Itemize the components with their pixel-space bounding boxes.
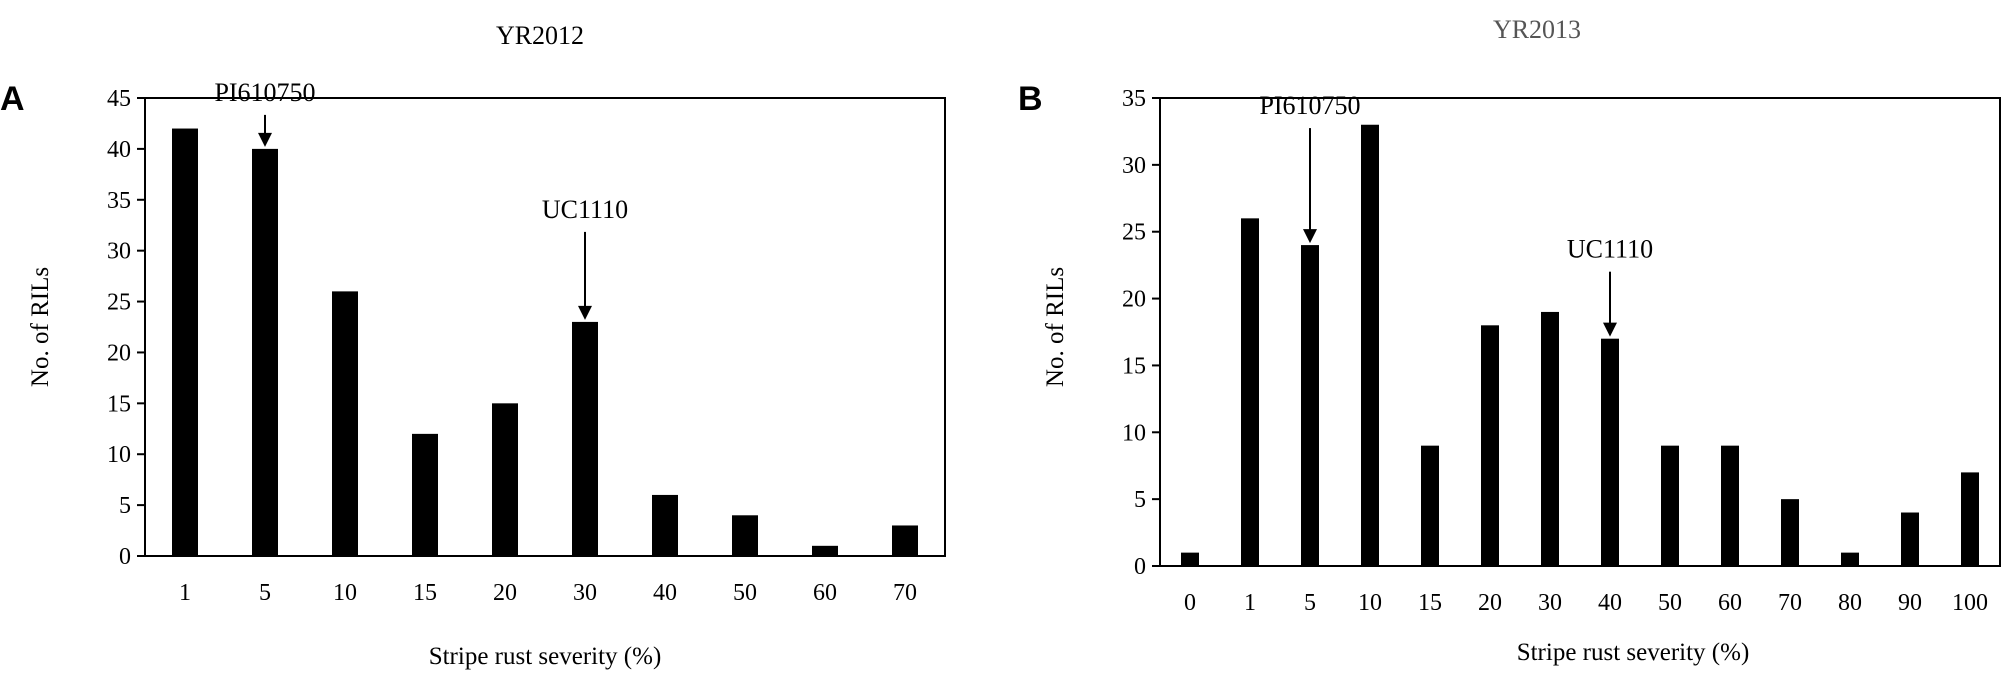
x-tick-label: 50 — [1658, 590, 1682, 616]
annotation-label: PI610750 — [214, 78, 315, 107]
panel-a-y-ticks: 0 5 10 15 20 25 30 35 40 45 — [107, 86, 145, 570]
panel-b-label: B — [1018, 80, 1043, 118]
bar — [1361, 124, 1379, 566]
y-tick-label: 25 — [1122, 220, 1146, 246]
annotation-arrow-head — [1303, 229, 1317, 244]
y-tick-label: 5 — [1134, 487, 1146, 513]
x-tick-label: 40 — [653, 580, 677, 606]
panel-b-bars — [1181, 124, 1979, 567]
panel-b-x-axis-label: Stripe rust severity (%) — [1517, 639, 1750, 666]
x-tick-label: 5 — [259, 580, 271, 606]
y-tick-label: 35 — [107, 188, 131, 214]
x-tick-label: 10 — [333, 580, 357, 606]
x-tick-label: 20 — [1478, 590, 1502, 616]
panel-a-x-tick-labels: 1 5 10 15 20 30 40 50 60 70 — [179, 580, 917, 606]
y-tick-label: 25 — [107, 290, 131, 316]
x-tick-label: 70 — [1778, 590, 1802, 616]
annotation-label: UC1110 — [1567, 235, 1653, 264]
x-tick-label: 30 — [1538, 590, 1562, 616]
x-tick-label: 1 — [1244, 590, 1256, 616]
annotation-arrow-head — [1603, 322, 1617, 337]
bar — [1661, 445, 1679, 566]
bar — [732, 515, 758, 556]
bar — [1421, 445, 1439, 566]
panel-a-title: YR2012 — [496, 21, 584, 50]
bar — [492, 403, 518, 556]
bar — [1601, 338, 1619, 566]
x-tick-label: 10 — [1358, 590, 1382, 616]
y-tick-label: 10 — [107, 442, 131, 468]
panel-b-x-tick-labels: 0 1 5 10 15 20 30 40 50 60 70 80 90 100 — [1184, 590, 1988, 616]
x-tick-label: 80 — [1838, 590, 1862, 616]
bar — [172, 128, 198, 557]
x-tick-label: 5 — [1304, 590, 1316, 616]
y-tick-label: 20 — [107, 340, 131, 366]
bar — [1481, 325, 1499, 566]
panel-a-annotations: PI610750 UC1110 — [214, 78, 628, 320]
y-tick-label: 45 — [107, 86, 131, 112]
y-tick-label: 15 — [1122, 353, 1146, 379]
annotation-label: PI610750 — [1259, 91, 1360, 120]
bar — [652, 494, 678, 556]
bar — [1301, 245, 1319, 567]
bar — [1541, 311, 1559, 566]
y-tick-label: 30 — [107, 239, 131, 265]
panel-b-plot-frame — [1159, 97, 2001, 567]
bar — [252, 148, 278, 556]
bar — [892, 525, 918, 556]
annotation-label: UC1110 — [542, 195, 628, 224]
bar — [332, 291, 358, 556]
y-tick-label: 0 — [119, 544, 131, 570]
panel-a-y-axis-label: No. of RILs — [27, 267, 54, 387]
panel-b-y-ticks: 0 5 10 15 20 25 30 35 — [1122, 86, 1160, 580]
panel-a-plot-frame — [144, 97, 946, 557]
y-tick-label: 40 — [107, 137, 131, 163]
y-tick-label: 10 — [1122, 420, 1146, 446]
x-tick-label: 15 — [1418, 590, 1442, 616]
y-tick-label: 0 — [1134, 554, 1146, 580]
panel-a-label: A — [0, 80, 25, 118]
y-tick-label: 5 — [119, 493, 131, 519]
y-tick-label: 15 — [107, 391, 131, 417]
x-tick-label: 90 — [1898, 590, 1922, 616]
x-tick-label: 30 — [573, 580, 597, 606]
panel-b-y-axis-label: No. of RILs — [1042, 267, 1069, 387]
panel-b-title: YR2013 — [1493, 15, 1581, 44]
bar — [412, 433, 438, 556]
bar — [1901, 512, 1919, 566]
bar — [1241, 218, 1259, 567]
x-tick-label: 1 — [179, 580, 191, 606]
bar — [572, 321, 598, 556]
x-tick-label: 60 — [1718, 590, 1742, 616]
panel-b-annotations: PI610750 UC1110 — [1259, 91, 1653, 337]
bar — [1721, 445, 1739, 566]
annotation-arrow-head — [258, 132, 272, 147]
panel-a-bars — [172, 128, 918, 557]
x-tick-label: 70 — [893, 580, 917, 606]
bar — [1781, 499, 1799, 566]
bar — [1961, 472, 1979, 566]
x-tick-label: 50 — [733, 580, 757, 606]
bar — [1181, 552, 1199, 566]
annotation-arrow-head — [578, 305, 592, 320]
x-tick-label: 20 — [493, 580, 517, 606]
x-tick-label: 15 — [413, 580, 437, 606]
x-tick-label: 40 — [1598, 590, 1622, 616]
x-tick-label: 100 — [1952, 590, 1988, 616]
x-tick-label: 0 — [1184, 590, 1196, 616]
bar — [812, 545, 838, 556]
y-tick-label: 20 — [1122, 287, 1146, 313]
x-tick-label: 60 — [813, 580, 837, 606]
y-tick-label: 30 — [1122, 153, 1146, 179]
bar — [1841, 552, 1859, 566]
y-tick-label: 35 — [1122, 86, 1146, 112]
panel-a-x-axis-label: Stripe rust severity (%) — [429, 643, 662, 670]
